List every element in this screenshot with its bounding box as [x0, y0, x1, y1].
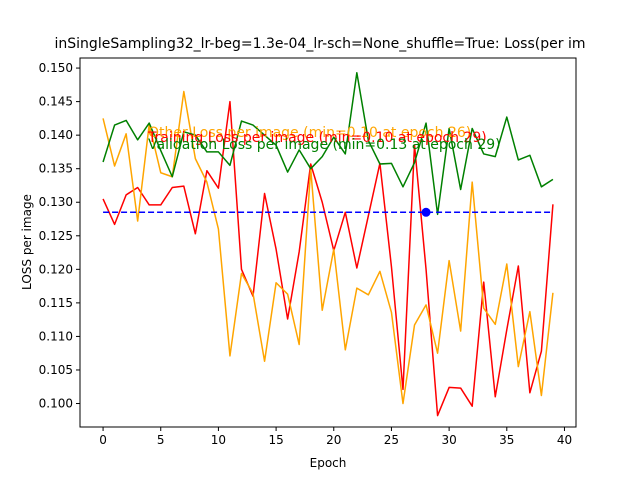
x-tick-label: 20: [326, 433, 341, 447]
x-axis-label: Epoch: [310, 456, 347, 470]
y-tick-label: 0.115: [39, 296, 73, 310]
y-tick-label: 0.130: [39, 195, 73, 209]
y-tick-label: 0.125: [39, 229, 73, 243]
y-tick-label: 0.110: [39, 329, 73, 343]
axes: 0 5 10 15 20 25 30 35 40 0.100 0.105 0.110 0.115 0.12…: [39, 57, 577, 447]
annotation-0: Other Loss per image (min=0.10 at epoch …: [148, 125, 471, 141]
y-tick-label: 0.105: [39, 363, 73, 377]
plot-frame: [79, 57, 577, 428]
x-tick-label: 40: [557, 433, 572, 447]
chart-title: inSingleSampling32_lr-beg=1.3e-04_lr-sch…: [55, 36, 586, 52]
x-tick-label: 25: [384, 433, 399, 447]
y-tick-label: 0.135: [39, 162, 73, 176]
min-marker: [421, 207, 431, 217]
x-tick-label: 0: [99, 433, 107, 447]
series-line-2: [102, 72, 554, 216]
y-tick-label: 0.120: [39, 262, 73, 276]
annotation-1: Training Loss per image (min=0.10 at epo…: [147, 130, 487, 146]
annotations: Other Loss per image (min=0.10 at epoch …: [147, 125, 501, 153]
y-tick-label: 0.100: [39, 397, 73, 411]
series-line-0: [102, 100, 554, 417]
plot-area: [102, 72, 554, 417]
y-tick-label: 0.145: [39, 95, 73, 109]
x-tick-label: 5: [157, 433, 165, 447]
annotation-2: Validation Loss per image (min=0.13 at e…: [148, 137, 501, 153]
x-tick-label: 15: [268, 433, 283, 447]
y-axis-label: LOSS per image: [20, 194, 34, 290]
y-tick-label: 0.140: [39, 128, 73, 142]
x-tick-label: 35: [499, 433, 514, 447]
y-tick-label: 0.150: [39, 61, 73, 75]
x-tick-label: 30: [441, 433, 456, 447]
series-line-1: [102, 90, 554, 405]
x-tick-label: 10: [211, 433, 226, 447]
